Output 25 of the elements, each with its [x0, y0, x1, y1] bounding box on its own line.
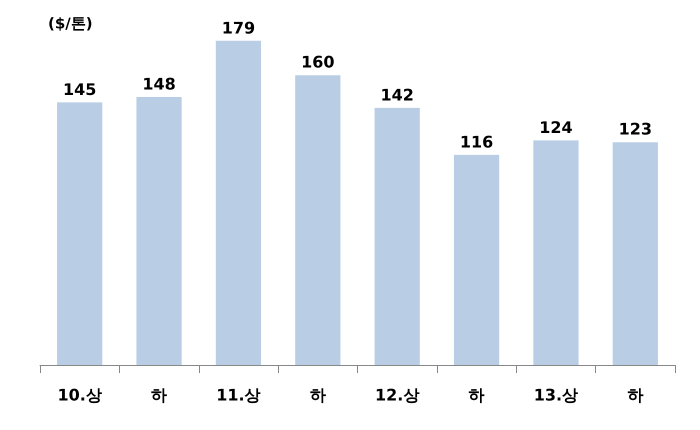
x-tick-label: 하 [151, 386, 168, 404]
data-label: 148 [142, 74, 176, 94]
bar [216, 40, 262, 365]
bar [612, 142, 658, 365]
bar [295, 75, 340, 365]
x-tick-label: 13.상 [534, 386, 578, 404]
y-axis-title: ($/톤) [48, 14, 93, 32]
bar [454, 154, 500, 365]
data-label: 124 [539, 118, 573, 137]
data-label: 179 [222, 18, 256, 38]
bar [374, 108, 420, 365]
x-tick-label: 하 [627, 386, 644, 404]
data-label: 160 [301, 52, 335, 72]
bar [136, 96, 182, 365]
bar [57, 102, 102, 365]
data-label: 145 [62, 80, 96, 99]
x-tick-label: 11.상 [216, 386, 261, 404]
x-tick-label: 하 [468, 386, 485, 404]
data-label: 116 [460, 132, 494, 152]
data-label: 142 [380, 85, 414, 104]
bar [533, 140, 579, 365]
x-tick-label: 10.상 [58, 386, 102, 404]
x-tick-label: 하 [310, 386, 326, 404]
x-tick-label: 12.상 [375, 386, 420, 404]
data-label: 123 [618, 120, 652, 139]
